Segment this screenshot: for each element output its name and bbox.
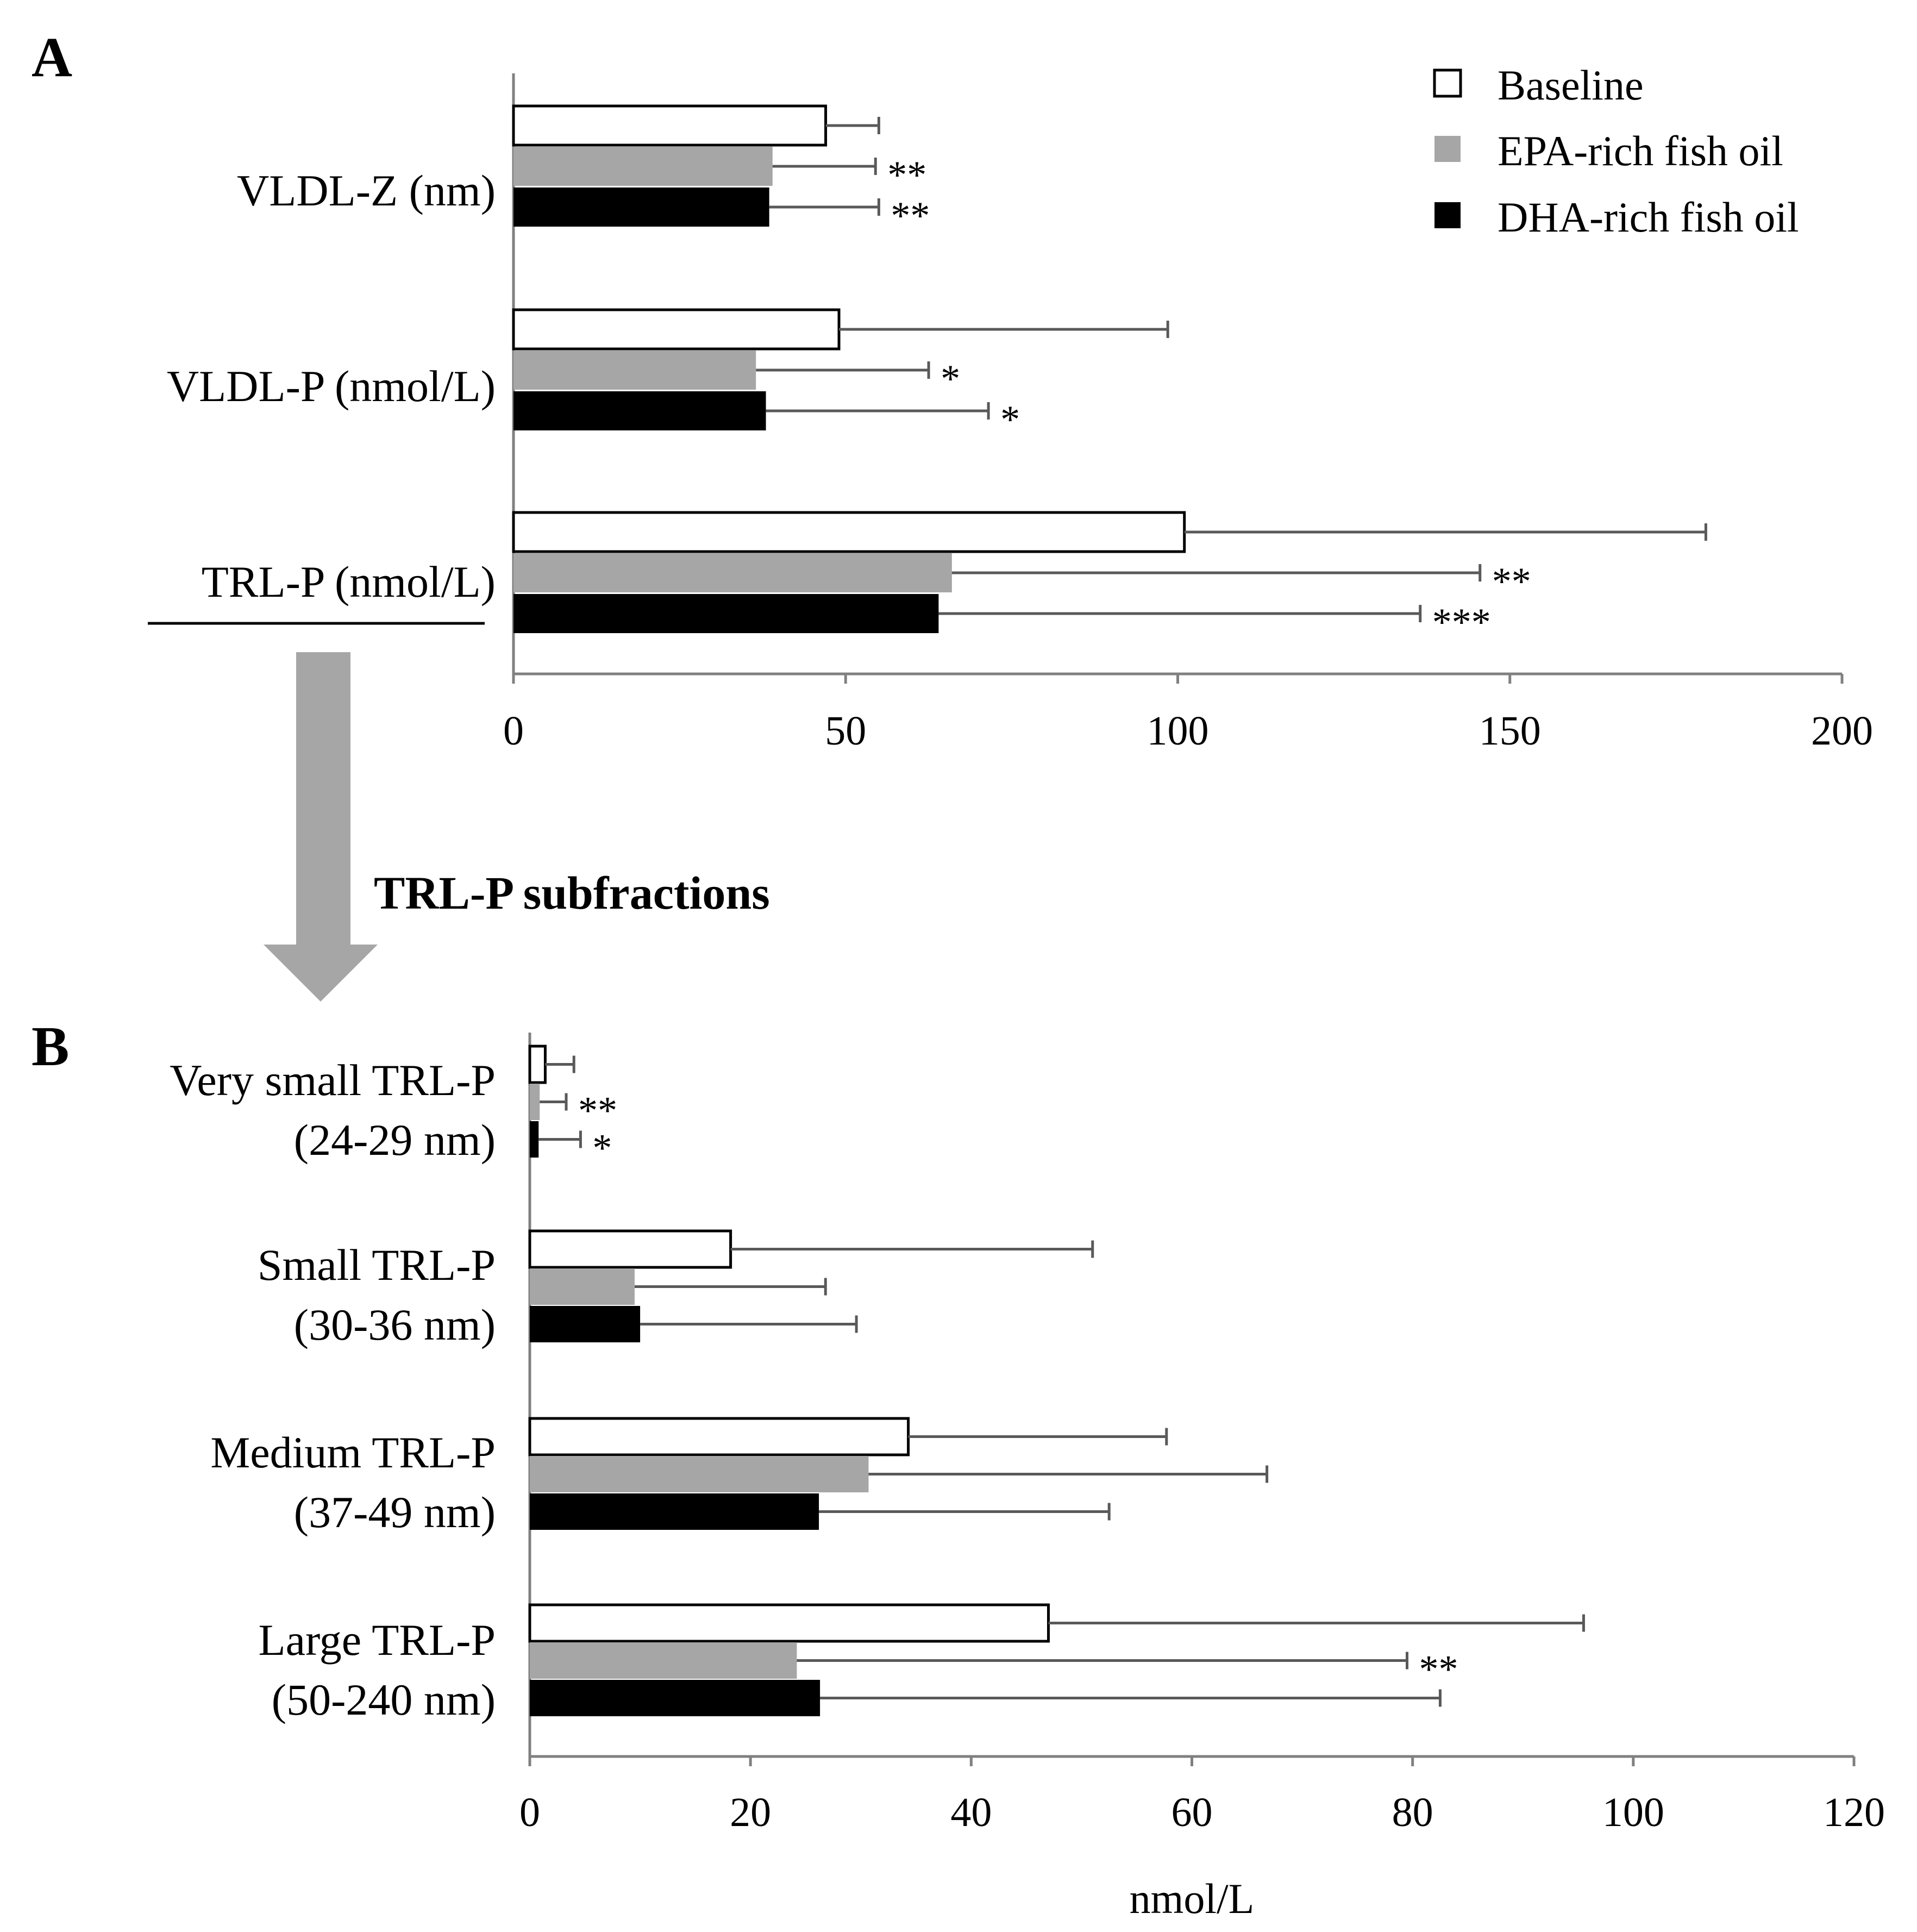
legend-swatch-dha <box>1434 202 1461 228</box>
panel-b-letter: B <box>32 1015 69 1078</box>
category-label: Very small TRL-P <box>170 1055 496 1105</box>
bar-dha <box>513 187 769 227</box>
bar-epa <box>530 1456 869 1492</box>
x-tick-label: 100 <box>1147 708 1209 754</box>
category-label: TRL-P (nmol/L) <box>202 557 496 607</box>
bar-epa <box>513 147 773 186</box>
significance-label: ** <box>887 153 926 197</box>
category-label: Small TRL-P <box>258 1240 496 1290</box>
bar-epa <box>530 1642 797 1679</box>
bar-dha <box>513 391 766 430</box>
bar-dha <box>513 594 939 633</box>
category-label: (24-29 nm) <box>294 1115 496 1165</box>
significance-label: * <box>941 357 960 401</box>
bar-baseline <box>528 1417 910 1456</box>
x-tick-label: 0 <box>519 1790 540 1835</box>
bar-dha <box>530 1306 641 1342</box>
category-label: Medium TRL-P <box>210 1428 496 1477</box>
panel-b: B 0 20 40 60 80 100 120 nmol/L Very small TRL-P (… <box>32 1015 1885 1922</box>
category-label: (37-49 nm) <box>294 1487 496 1537</box>
bar-epa <box>513 351 756 390</box>
x-axis-title: nmol/L <box>1130 1875 1255 1922</box>
x-tick-label: 120 <box>1823 1790 1885 1835</box>
bar-baseline <box>528 1045 547 1084</box>
significance-label: * <box>1000 398 1020 441</box>
category-label: (50-240 nm) <box>272 1675 496 1724</box>
significance-label: ** <box>1492 560 1531 603</box>
arrow-label: TRL-P subfractions <box>374 867 770 919</box>
category-label: Large TRL-P <box>258 1615 496 1665</box>
down-arrow-icon <box>264 652 378 1002</box>
legend-swatch-epa <box>1434 136 1461 162</box>
significance-label: * <box>592 1127 612 1170</box>
significance-label: ** <box>891 194 930 237</box>
bar-baseline <box>512 308 841 351</box>
category-label: VLDL-P (nmol/L) <box>167 361 496 411</box>
x-tick-label: 40 <box>950 1790 992 1835</box>
bar-baseline <box>528 1603 1050 1643</box>
x-tick-label: 60 <box>1172 1790 1213 1835</box>
bar-epa <box>530 1268 635 1305</box>
category-label: VLDL-Z (nm) <box>237 166 496 215</box>
bar-dha <box>530 1121 539 1158</box>
bar-epa <box>513 553 952 592</box>
significance-label: ** <box>578 1089 617 1133</box>
legend-label-baseline: Baseline <box>1498 61 1644 109</box>
significance-label: *** <box>1432 601 1491 644</box>
x-tick-label: 200 <box>1811 708 1873 754</box>
bar-baseline <box>528 1229 732 1269</box>
legend-label-epa: EPA-rich fish oil <box>1498 127 1783 174</box>
x-tick-label: 20 <box>730 1790 771 1835</box>
panel-a-letter: A <box>32 26 72 89</box>
x-tick-label: 150 <box>1479 708 1541 754</box>
legend-swatch-baseline <box>1433 68 1462 98</box>
bar-baseline <box>512 104 828 147</box>
x-tick-label: 50 <box>825 708 866 754</box>
x-tick-label: 100 <box>1602 1790 1664 1835</box>
x-tick-label: 0 <box>503 708 524 754</box>
x-tick-label: 80 <box>1392 1790 1433 1835</box>
legend-label-dha: DHA-rich fish oil <box>1498 193 1799 241</box>
legend: Baseline EPA-rich fish oil DHA-rich fish… <box>1433 61 1799 241</box>
significance-label: ** <box>1419 1648 1458 1691</box>
bar-dha <box>530 1493 819 1530</box>
bar-dha <box>530 1680 820 1716</box>
category-label: (30-36 nm) <box>294 1300 496 1349</box>
bar-baseline <box>512 511 1186 553</box>
bar-epa <box>530 1084 540 1120</box>
